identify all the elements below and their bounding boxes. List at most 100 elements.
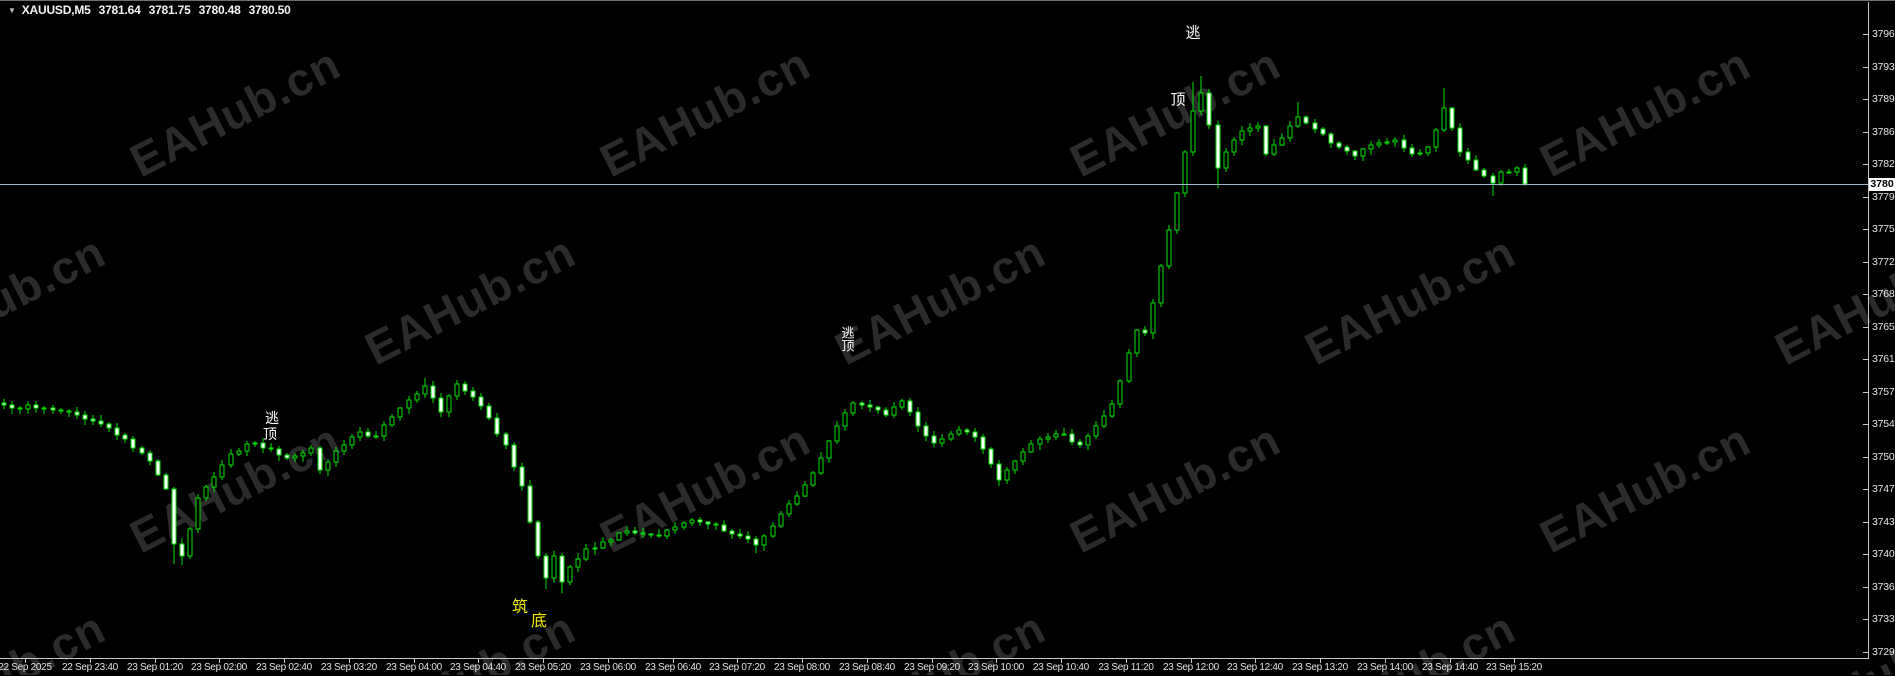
time-axis-label: 23 Sep 01:20 — [127, 662, 183, 673]
candle-body — [842, 412, 848, 427]
candle-body — [1190, 110, 1196, 153]
candle-body — [810, 472, 816, 486]
candle-body — [1012, 460, 1018, 471]
candle-body — [373, 435, 379, 438]
candle-body — [446, 395, 452, 413]
candle-body — [1409, 147, 1415, 155]
candle-body — [1401, 139, 1407, 149]
candle-body — [672, 526, 678, 531]
candle-body — [1198, 92, 1204, 112]
time-axis-label: 23 Sep 15:20 — [1486, 662, 1542, 673]
candle-body — [1303, 116, 1309, 124]
candle-body — [964, 429, 970, 433]
candle-body — [163, 474, 169, 490]
time-tick — [1450, 659, 1451, 663]
price-axis-label: 3789 — [1872, 93, 1895, 105]
candle-body — [535, 521, 541, 557]
time-tick — [349, 659, 350, 663]
candle-body — [713, 523, 719, 526]
candle-body — [1473, 159, 1479, 171]
time-axis-label: 23 Sep 10:00 — [968, 662, 1024, 673]
candle-body — [1061, 433, 1067, 436]
candle-body — [397, 407, 403, 418]
candle-body — [1028, 443, 1034, 453]
candle-body — [527, 485, 533, 523]
candle-body — [155, 460, 161, 476]
time-axis-label: 22 Sep 23:40 — [62, 662, 118, 673]
candle-body — [1134, 329, 1140, 354]
time-axis-label: 23 Sep 10:40 — [1033, 662, 1089, 673]
candle-body — [462, 383, 468, 392]
time-axis-label: 23 Sep 14:00 — [1357, 662, 1413, 673]
time-axis-label: 23 Sep 09:20 — [904, 662, 960, 673]
candle-body — [559, 555, 565, 583]
candle-body — [1182, 151, 1188, 194]
candle-body — [875, 406, 881, 411]
time-axis-label: 23 Sep 14:40 — [1422, 662, 1478, 673]
candle-body — [454, 383, 460, 397]
candle-body — [422, 385, 428, 395]
time-tick — [737, 659, 738, 663]
candle-body — [1344, 146, 1350, 152]
candle-body — [1223, 151, 1229, 169]
candle-body — [915, 411, 921, 427]
time-axis-label: 23 Sep 08:40 — [839, 662, 895, 673]
candle-body — [106, 423, 112, 429]
symbol-period-label: XAUUSD,M5 — [21, 3, 91, 17]
price-axis-label: 3761 — [1872, 353, 1895, 365]
price-axis-label: 3740 — [1872, 548, 1895, 560]
candle-body — [1142, 329, 1148, 334]
candle-body — [761, 535, 767, 546]
quote-close: 3780.50 — [248, 3, 291, 17]
candle-body — [988, 448, 994, 465]
candle-body — [1465, 151, 1471, 161]
candle-body — [1109, 403, 1115, 417]
candle-body — [74, 411, 80, 416]
candle-body — [1441, 107, 1447, 131]
time-tick — [1385, 659, 1386, 663]
candle-body — [1279, 137, 1285, 146]
candle-body — [308, 447, 314, 454]
candle-body — [729, 530, 735, 535]
time-tick — [90, 659, 91, 663]
candle-body — [341, 444, 347, 452]
candle-body — [1506, 171, 1512, 174]
time-tick — [1191, 659, 1192, 663]
time-axis-label: 23 Sep 13:20 — [1292, 662, 1348, 673]
candle-body — [1425, 146, 1431, 154]
candle-body — [859, 402, 865, 406]
price-axis-label: 3750 — [1872, 451, 1895, 463]
price-axis-label: 3747 — [1872, 483, 1895, 495]
candle-body — [430, 385, 436, 399]
candle-body — [753, 538, 759, 546]
candle-body — [705, 521, 711, 525]
candle-body — [494, 417, 500, 435]
candle-body — [1287, 125, 1293, 139]
candle-body — [389, 416, 395, 426]
time-axis-label: 23 Sep 02:40 — [256, 662, 312, 673]
candle-body — [519, 466, 525, 487]
candle-body — [284, 454, 290, 459]
candle-body — [1449, 107, 1455, 129]
time-tick — [1514, 659, 1515, 663]
candlestick-chart[interactable] — [0, 0, 1868, 658]
symbol-marker-icon: ▼ — [8, 6, 16, 15]
time-tick — [155, 659, 156, 663]
candle-body — [737, 533, 743, 537]
candle-body — [1490, 175, 1496, 184]
candle-body — [923, 425, 929, 437]
candle-body — [802, 484, 808, 497]
candle-body — [1, 402, 7, 406]
candle-body — [778, 513, 784, 527]
candle-body — [1457, 127, 1463, 153]
candle-body — [794, 495, 800, 505]
time-axis-label: 23 Sep 02:00 — [191, 662, 247, 673]
candle-body — [147, 452, 153, 462]
candle-body — [179, 543, 185, 557]
candle-body — [834, 425, 840, 442]
candle-body — [818, 457, 824, 474]
candle-body — [1514, 167, 1520, 173]
candle-body — [907, 400, 913, 413]
candle-body — [252, 442, 258, 445]
